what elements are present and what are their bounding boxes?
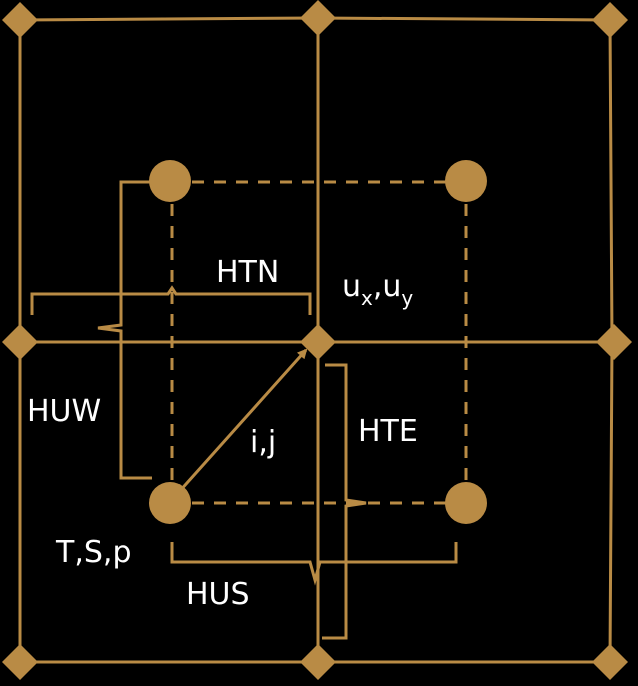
diamond-node-icon (300, 324, 336, 360)
huw-brace (97, 180, 152, 480)
uy-main: u (382, 269, 401, 304)
velocity-comma: , (373, 269, 383, 304)
diamond-node-icon (2, 644, 38, 680)
tsp-label: T,S,p (55, 535, 131, 570)
velocity-nodes (2, 0, 632, 680)
hte-brace (322, 363, 367, 640)
velocity-label: ux,uy (342, 269, 413, 310)
diamond-node-icon (300, 0, 336, 36)
huw-label: HUW (27, 394, 101, 429)
ux-main: u (342, 269, 361, 304)
tracer-cell-dashed (170, 180, 468, 505)
ux-subscript: x (361, 286, 373, 310)
diamond-node-icon (592, 2, 628, 38)
ij-label: i,j (250, 425, 276, 460)
diamond-node-icon (300, 644, 336, 680)
hus-brace (170, 542, 458, 586)
braces (30, 180, 458, 640)
diagonal-arrow (176, 348, 308, 495)
diamond-node-icon (596, 324, 632, 360)
circle-node-icon (445, 160, 487, 202)
diamond-node-icon (592, 644, 628, 680)
circle-node-icon (149, 482, 191, 524)
circle-node-icon (149, 160, 191, 202)
uy-subscript: y (401, 286, 413, 310)
hte-label: HTE (358, 414, 418, 449)
tracer-nodes (149, 160, 487, 524)
diamond-node-icon (2, 324, 38, 360)
htn-label: HTN (216, 255, 279, 290)
circle-node-icon (445, 482, 487, 524)
htn-brace (30, 285, 312, 315)
hus-label: HUS (186, 577, 250, 612)
diamond-node-icon (2, 2, 38, 38)
